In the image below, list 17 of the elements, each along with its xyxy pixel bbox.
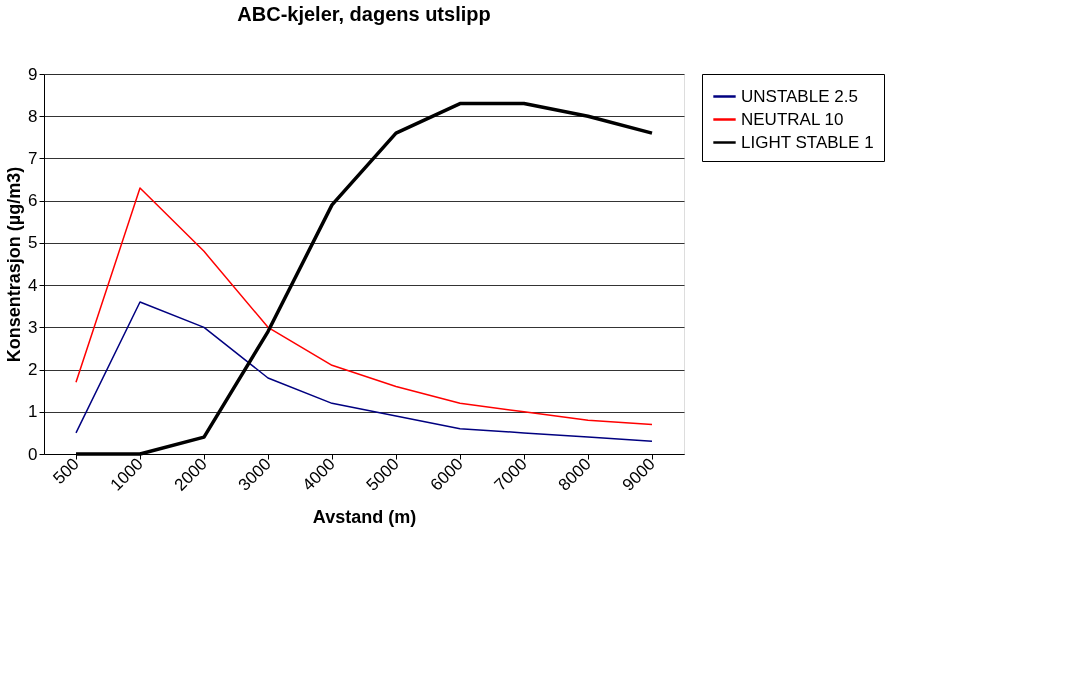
legend-label: UNSTABLE 2.5 (741, 86, 858, 106)
y-axis-title: Konsentrasjon (µg/m3) (4, 166, 25, 363)
y-tick-label: 6 (28, 191, 38, 211)
y-tick-label: 2 (28, 360, 38, 380)
y-tick-label: 3 (28, 317, 38, 337)
y-tick-label: 7 (28, 148, 38, 168)
legend-label: NEUTRAL 10 (741, 109, 844, 129)
x-axis-title: Avstand (m) (312, 506, 417, 527)
chart-title: ABC-kjeler, dagens utslipp (237, 3, 491, 25)
y-tick-label: 4 (28, 275, 38, 295)
y-tick-label: 5 (28, 233, 38, 253)
legend-label: LIGHT STABLE 1 (741, 132, 874, 152)
y-tick-label: 9 (28, 64, 38, 84)
y-tick-label: 1 (28, 402, 38, 422)
x-tick-label: 500 (49, 454, 83, 488)
y-tick-label: 0 (28, 444, 38, 464)
y-tick-label: 8 (28, 106, 38, 126)
